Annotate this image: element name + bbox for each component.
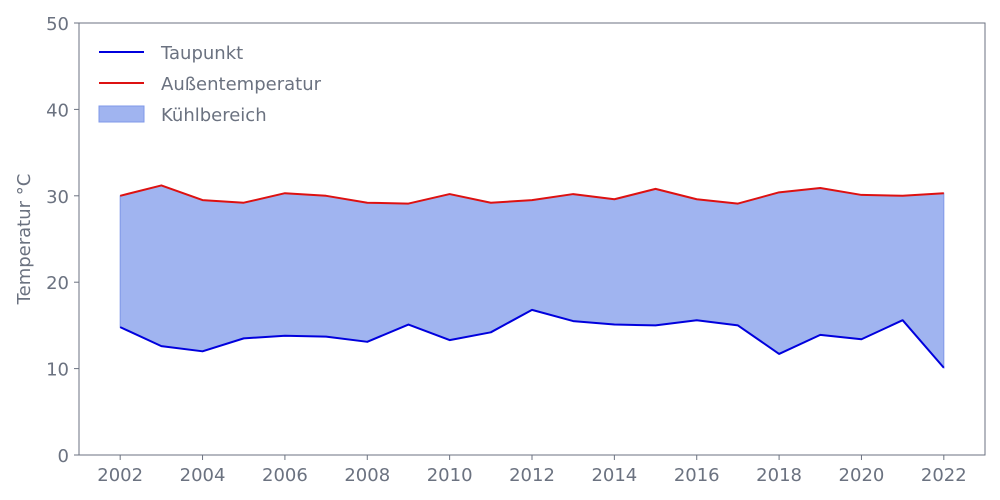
- x-tick-label: 2006: [262, 465, 308, 486]
- x-tick-label: 2002: [97, 465, 143, 486]
- series-line-1: [119, 184, 944, 205]
- x-tick-label: 2022: [921, 465, 967, 486]
- y-tick-label: 50: [46, 14, 69, 35]
- y-tick-label: 10: [46, 360, 69, 381]
- legend-label-fill: Kühlbereich: [161, 105, 267, 126]
- x-tick-label: 2016: [674, 465, 720, 486]
- y-tick-label: 40: [46, 100, 69, 121]
- x-tick-label: 2018: [756, 465, 802, 486]
- series-layer: [119, 184, 945, 369]
- y-tick-label: 0: [58, 446, 69, 467]
- x-tick-label: 2020: [839, 465, 885, 486]
- series-line-0: [119, 308, 945, 369]
- fill-area: [119, 184, 945, 370]
- legend-label-0: Taupunkt: [160, 43, 243, 64]
- legend-label-1: Außentemperatur: [161, 74, 322, 95]
- x-tick-label: 2008: [344, 465, 390, 486]
- x-tick-label: 2012: [509, 465, 555, 486]
- x-tick-label: 2004: [180, 465, 226, 486]
- x-tick-label: 2010: [427, 465, 473, 486]
- y-tick-label: 20: [46, 273, 69, 294]
- y-tick-label: 30: [46, 187, 69, 208]
- ticks: 2002 2004 2006 2008 2010 2012 2014 2016 2018 2020…: [46, 14, 967, 486]
- y-axis-label: Temperatur °C: [14, 174, 35, 306]
- legend: Taupunkt Außentemperatur Kühlbereich: [98, 43, 322, 126]
- legend-swatch-fill: [98, 105, 145, 123]
- fill-layer: [119, 184, 945, 370]
- x-tick-label: 2014: [591, 465, 637, 486]
